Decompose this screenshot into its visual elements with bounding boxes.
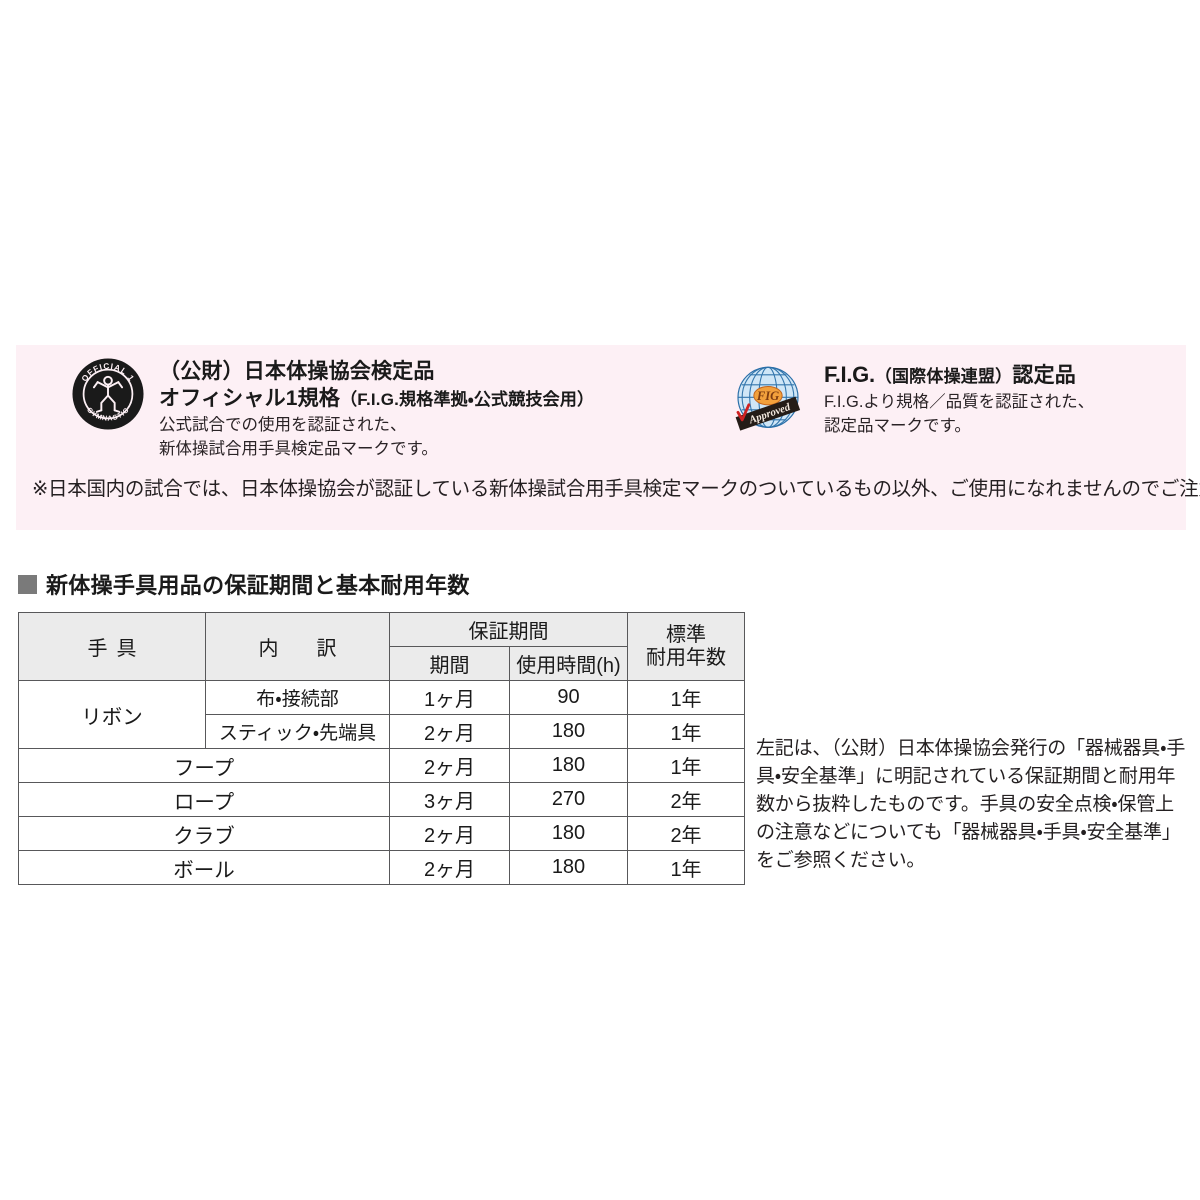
cell-period: 2ヶ月	[389, 816, 510, 851]
cell-item: クラブ	[18, 816, 390, 851]
square-marker-icon	[18, 574, 37, 594]
fig-desc-line2: 認定品マークです。	[824, 416, 971, 435]
th-standard-lifespan: 標準 耐用年数	[627, 612, 745, 681]
jga-title-line2-paren: （F.I.G.規格準拠・公式競技会用）	[340, 389, 595, 409]
table-row: スティック・先端具 2ヶ月 180 1年	[19, 714, 745, 749]
jga-seal-logo: OFFICIAL 1 GYMNASTIC	[71, 357, 145, 431]
cell-period: 2ヶ月	[389, 850, 510, 885]
cell-item: フープ	[18, 748, 390, 783]
jga-title-line1: （公財）日本体操協会検定品	[159, 360, 435, 383]
fig-globe-logo: FIG Approved	[726, 359, 810, 439]
th-item: 手具	[18, 612, 206, 681]
jga-desc-line2: 新体操試合用手具検定品マークです。	[159, 439, 438, 458]
section-heading-label: 新体操手具用品の保証期間と基本耐用年数	[46, 573, 470, 598]
cell-lifespan: 2年	[627, 782, 745, 817]
warranty-period-table: 手具 内 訳 保証期間 標準 耐用年数 期間 使用時間(h) リボン 布・接続部…	[18, 612, 745, 885]
cell-item: リボン	[18, 680, 206, 749]
cell-period: 2ヶ月	[389, 714, 510, 749]
th-period: 期間	[389, 646, 510, 681]
fig-mark-text: F.I.G.（国際体操連盟）認定品 F.I.G.より規格／品質を認証された、 認…	[824, 359, 1094, 438]
fig-certification-block: FIG Approved F.I.G.（国際体操連盟）認定品	[726, 359, 1094, 439]
table-body: リボン 布・接続部 1ヶ月 90 1年 スティック・先端具 2ヶ月 180 1年…	[18, 680, 745, 885]
cell-hours: 180	[509, 748, 628, 783]
cell-hours: 180	[509, 850, 628, 885]
jga-title-line2: オフィシャル1規格（F.I.G.規格準拠・公式競技会用）	[159, 386, 594, 413]
certification-panel: OFFICIAL 1 GYMNASTIC	[16, 345, 1200, 530]
cell-item: ロープ	[18, 782, 390, 817]
section-heading: 新体操手具用品の保証期間と基本耐用年数	[18, 568, 470, 600]
cell-hours: 180	[509, 816, 628, 851]
th-standard-lifespan-line1: 標準	[666, 624, 706, 647]
fig-title-paren: （国際体操連盟）	[874, 367, 1013, 386]
table-row: クラブ 2ヶ月 180 2年	[18, 816, 745, 851]
cell-item: ボール	[18, 850, 390, 885]
table-row: リボン 布・接続部 1ヶ月 90 1年	[18, 680, 745, 749]
cell-period: 1ヶ月	[389, 680, 510, 715]
table-row: ボール 2ヶ月 180 1年	[18, 850, 745, 885]
certification-note: ※日本国内の試合では、日本体操協会が認証している新体操試合用手具検定マークのつい…	[32, 478, 1200, 500]
certification-marks-row: OFFICIAL 1 GYMNASTIC	[16, 345, 1186, 470]
svg-text:FIG: FIG	[756, 389, 779, 403]
fig-title-lead: F.I.G.	[824, 362, 875, 387]
cell-period: 3ヶ月	[389, 782, 510, 817]
table-row: フープ 2ヶ月 180 1年	[18, 748, 745, 783]
jga-certification-block: OFFICIAL 1 GYMNASTIC	[71, 357, 594, 461]
cell-detail: スティック・先端具	[205, 714, 390, 749]
cell-lifespan: 1年	[627, 850, 745, 885]
jga-desc-line1: 公式試合での使用を認証された、	[159, 415, 407, 434]
cell-lifespan: 1年	[627, 714, 745, 749]
cell-period: 2ヶ月	[389, 748, 510, 783]
cell-lifespan: 2年	[627, 816, 745, 851]
table-header-row-2: 期間 使用時間(h)	[19, 646, 745, 681]
fig-desc-line1: F.I.G.より規格／品質を認証された、	[824, 392, 1095, 411]
table-header: 手具 内 訳 保証期間 標準 耐用年数 期間 使用時間(h)	[18, 612, 745, 681]
cell-hours: 270	[509, 782, 628, 817]
side-note-text: 左記は、（公財）日本体操協会発行の「器械器具・手具・安全基準」に明記されている保…	[756, 738, 1186, 871]
th-hours: 使用時間(h)	[509, 646, 628, 681]
table-header-row-1: 手具 内 訳 保証期間 標準 耐用年数	[18, 612, 745, 681]
jga-title-line2-main: オフィシャル1規格	[159, 386, 341, 410]
cell-detail: 布・接続部	[205, 680, 390, 715]
table-row: ロープ 3ヶ月 270 2年	[18, 782, 745, 817]
th-detail: 内 訳	[205, 612, 390, 681]
th-warranty-group: 保証期間	[389, 612, 628, 647]
cell-hours: 90	[509, 680, 628, 715]
fig-title-line: F.I.G.（国際体操連盟）認定品	[824, 361, 1094, 390]
cell-lifespan: 1年	[627, 680, 745, 715]
jga-official-seal-icon: OFFICIAL 1 GYMNASTIC	[71, 357, 145, 431]
th-standard-lifespan-line2: 耐用年数	[646, 646, 726, 669]
fig-approved-globe-icon: FIG Approved	[726, 359, 810, 439]
jga-mark-text: （公財）日本体操協会検定品 オフィシャル1規格（F.I.G.規格準拠・公式競技会…	[159, 357, 594, 461]
cell-lifespan: 1年	[627, 748, 745, 783]
cell-hours: 180	[509, 714, 628, 749]
fig-title-tail: 認定品	[1012, 364, 1076, 387]
